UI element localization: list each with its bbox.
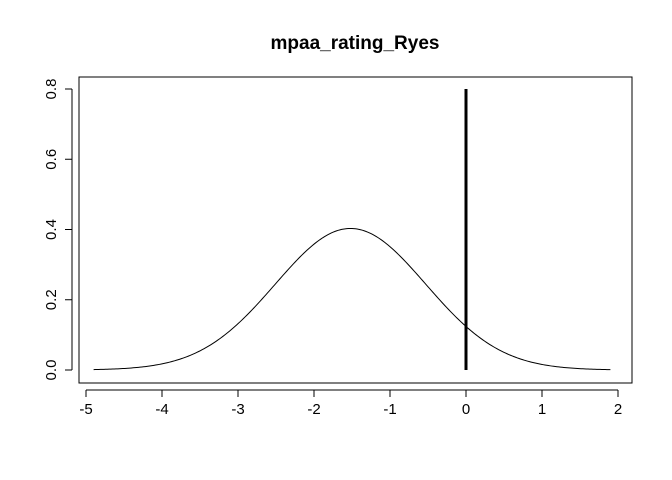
y-tick-label: 0.0 (43, 360, 60, 381)
x-tick-label: -1 (383, 401, 396, 418)
x-tick-label: -4 (155, 401, 168, 418)
x-tick-label: -3 (231, 401, 244, 418)
x-tick-label: 1 (538, 401, 546, 418)
chart-title: mpaa_rating_Ryes (271, 33, 440, 54)
y-tick-label: 0.4 (43, 219, 60, 240)
y-tick-label: 0.6 (43, 149, 60, 170)
density-curve (93, 227, 611, 371)
plot-frame (78, 76, 633, 384)
plot-marks (93, 89, 611, 371)
x-tick-label: 2 (614, 401, 622, 418)
y-axis: 0.0 0.2 0.4 0.6 0.8 (43, 79, 73, 381)
y-tick-label: 0.2 (43, 289, 60, 310)
x-tick-label: 0 (462, 401, 470, 418)
x-axis: -5 -4 -3 -2 -1 0 1 2 (79, 389, 622, 418)
x-tick-label: -5 (79, 401, 92, 418)
y-tick-label: 0.8 (43, 79, 60, 100)
x-tick-label: -2 (307, 401, 320, 418)
